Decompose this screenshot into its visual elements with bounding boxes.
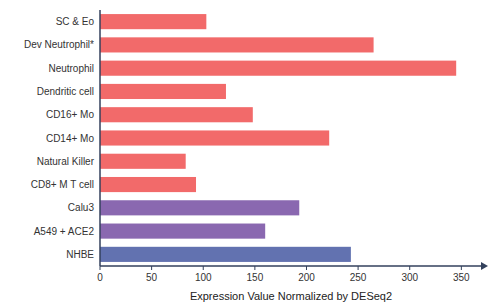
category-label: Dendritic cell: [37, 86, 94, 97]
value-axis: 0 50 100 150 200 250 300 350: [97, 10, 488, 283]
bars: [100, 14, 456, 262]
tick-label: 200: [298, 272, 315, 283]
category-label: Neutrophil: [48, 63, 94, 74]
tick: [461, 266, 462, 270]
tick: [306, 266, 307, 270]
category-label: CD16+ Mo: [46, 109, 95, 120]
tick-label: 150: [247, 272, 264, 283]
axis-line: [100, 265, 482, 267]
bar: [100, 154, 186, 169]
bar: [100, 224, 265, 239]
category-label: NHBE: [66, 249, 94, 260]
bar: [100, 107, 253, 122]
category-label: CD14+ Mo: [46, 133, 95, 144]
axis-label: Expression Value Normalized by DESeq2: [190, 290, 392, 302]
bar: [100, 130, 329, 145]
tick-label: 300: [401, 272, 418, 283]
chart: 0 50 100 150 200 250 300 350 NHBE A549 + ACE2 Calu…: [0, 0, 500, 308]
tick: [254, 266, 255, 270]
category-label: Natural Killer: [37, 156, 95, 167]
category-label: A549 + ACE2: [34, 226, 95, 237]
tick-label: 100: [195, 272, 212, 283]
category-label: Dev Neutrophil*: [24, 39, 94, 50]
tick-label: 50: [146, 272, 158, 283]
category-axis: NHBE A549 + ACE2 Calu3 CD8+ M T cell Natural…: [24, 16, 95, 260]
bar: [100, 84, 226, 99]
category-label: CD8+ M T cell: [31, 179, 94, 190]
tick: [358, 266, 359, 270]
tick-label: 250: [350, 272, 367, 283]
tick: [151, 266, 152, 270]
bar: [100, 247, 351, 262]
tick: [100, 266, 101, 270]
bar: [100, 177, 196, 192]
bar: [100, 61, 456, 76]
bar: [100, 14, 206, 29]
category-label: SC & Eo: [56, 16, 95, 27]
bar: [100, 200, 299, 215]
tick: [409, 266, 410, 270]
axis-arrow: [481, 262, 488, 270]
category-label: Calu3: [68, 202, 95, 213]
tick-label: 350: [453, 272, 470, 283]
category-axis-line: [99, 10, 101, 266]
tick-label: 0: [97, 272, 103, 283]
tick: [203, 266, 204, 270]
bar: [100, 37, 374, 52]
